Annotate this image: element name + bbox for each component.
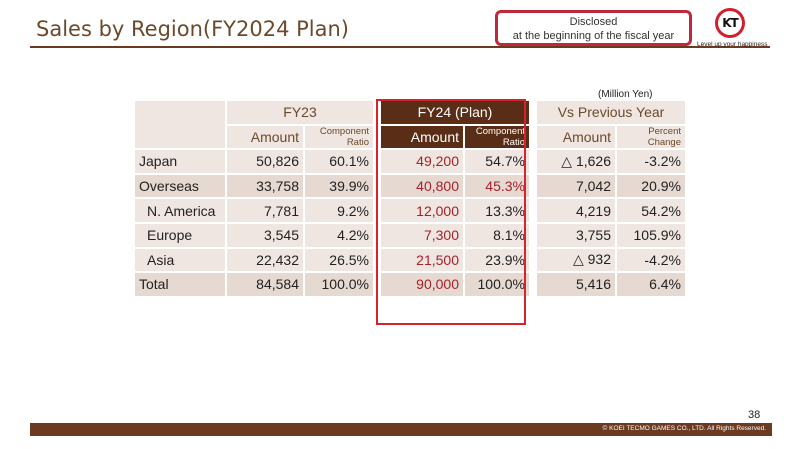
- column-gap: [531, 174, 537, 200]
- fy24-amount: 7,300: [381, 223, 465, 249]
- fy24-ratio: 100.0%: [465, 273, 531, 298]
- table-row-overseas: Overseas 33,758 39.9% 40,800 45.3% 7,042…: [135, 174, 687, 200]
- column-gap: [375, 248, 381, 274]
- fy24-amount: 49,200: [381, 150, 465, 175]
- fy23-ratio: 60.1%: [305, 150, 375, 175]
- fy23-ratio: 39.9%: [305, 174, 375, 200]
- footer-bar: [30, 423, 772, 436]
- column-gap: [375, 199, 381, 224]
- fy23-amount: 84,584: [227, 273, 305, 298]
- table-row-europe: Europe 3,545 4.2% 7,300 8.1% 3,755 105.9…: [135, 223, 687, 249]
- column-gap: [531, 273, 537, 298]
- column-gap: [375, 223, 381, 249]
- column-gap: [375, 101, 381, 151]
- vs-pct-header: Percent Change: [617, 125, 687, 151]
- logo-tagline: Level up your happiness: [697, 41, 768, 48]
- disclosed-badge: Disclosed at the beginning of the fiscal…: [495, 10, 692, 46]
- vs-amount: 5,416: [537, 273, 617, 298]
- vs-pct: -4.2%: [617, 248, 687, 274]
- table-row-japan: Japan 50,826 60.1% 49,200 54.7% △ 1,626 …: [135, 150, 687, 175]
- pct-header-line-1: Percent: [648, 125, 681, 137]
- region-header-cell: [135, 101, 227, 151]
- company-logo: KT Level up your happiness: [697, 8, 773, 50]
- column-gap: [531, 248, 537, 274]
- title-divider: [30, 46, 770, 48]
- vs-pct: 54.2%: [617, 199, 687, 224]
- slide-title: Sales by Region(FY2024 Plan): [36, 17, 349, 41]
- vs-pct: 105.9%: [617, 223, 687, 249]
- ratio-header-line-1: Component: [475, 125, 525, 137]
- fy24-ratio: 23.9%: [465, 248, 531, 274]
- vs-pct: -3.2%: [617, 150, 687, 175]
- fy24-amount: 40,800: [381, 174, 465, 200]
- vs-amount: △ 1,626: [537, 150, 617, 175]
- group-header-fy24: FY24 (Plan): [381, 101, 531, 126]
- logo-text: KT: [718, 11, 742, 35]
- page-number: 38: [748, 409, 761, 421]
- vs-amount: 3,755: [537, 223, 617, 249]
- vs-amount: 4,219: [537, 199, 617, 224]
- fy23-amount: 33,758: [227, 174, 305, 200]
- unit-label: (Million Yen): [598, 89, 653, 100]
- fy23-ratio: 4.2%: [305, 223, 375, 249]
- fy24-ratio: 45.3%: [465, 174, 531, 200]
- vs-amount: △ 932: [537, 248, 617, 274]
- pct-header-line-2: Change: [647, 136, 681, 148]
- column-gap: [375, 174, 381, 200]
- fy23-ratio: 9.2%: [305, 199, 375, 224]
- fy23-ratio: 26.5%: [305, 248, 375, 274]
- sales-by-region-table: FY23 FY24 (Plan) Vs Previous Year Amount…: [135, 101, 687, 298]
- vs-amount-header: Amount: [537, 125, 617, 151]
- table-row-total: Total 84,584 100.0% 90,000 100.0% 5,416 …: [135, 273, 687, 298]
- fy24-amount: 90,000: [381, 273, 465, 298]
- fy24-amount-header: Amount: [381, 125, 465, 151]
- fy24-ratio-header: Component Ratio: [465, 125, 531, 151]
- fy23-amount: 3,545: [227, 223, 305, 249]
- kt-logo-icon: KT: [715, 8, 745, 38]
- fy24-ratio: 54.7%: [465, 150, 531, 175]
- region-label: Europe: [135, 223, 227, 249]
- column-gap: [531, 199, 537, 224]
- column-gap: [531, 101, 537, 151]
- column-gap: [531, 150, 537, 175]
- fy24-amount: 12,000: [381, 199, 465, 224]
- copyright-text: © KOEI TECMO GAMES CO., LTD. All Rights …: [602, 425, 766, 432]
- region-label: Asia: [135, 248, 227, 274]
- vs-pct: 20.9%: [617, 174, 687, 200]
- fy24-ratio: 8.1%: [465, 223, 531, 249]
- region-label: Total: [135, 273, 227, 298]
- disclosed-line-1: Disclosed: [569, 16, 618, 28]
- fy24-ratio: 13.3%: [465, 199, 531, 224]
- fy23-amount-header: Amount: [227, 125, 305, 151]
- group-header-vs: Vs Previous Year: [537, 101, 687, 126]
- table-row-asia: Asia 22,432 26.5% 21,500 23.9% △ 932 -4.…: [135, 248, 687, 274]
- fy23-amount: 50,826: [227, 150, 305, 175]
- disclosed-line-2: at the beginning of the fiscal year: [512, 30, 675, 42]
- column-gap: [531, 223, 537, 249]
- fy24-amount: 21,500: [381, 248, 465, 274]
- ratio-header-line-2: Ratio: [502, 136, 525, 148]
- region-label: Overseas: [135, 174, 227, 200]
- column-gap: [375, 273, 381, 298]
- vs-pct: 6.4%: [617, 273, 687, 298]
- ratio-header-line-2: Ratio: [346, 136, 369, 148]
- table-row-n-america: N. America 7,781 9.2% 12,000 13.3% 4,219…: [135, 199, 687, 224]
- fy23-amount: 22,432: [227, 248, 305, 274]
- region-label: Japan: [135, 150, 227, 175]
- region-label: N. America: [135, 199, 227, 224]
- group-header-fy23: FY23: [227, 101, 375, 126]
- sub-header-row: Amount Component Ratio Amount Component …: [135, 125, 687, 151]
- vs-amount: 7,042: [537, 174, 617, 200]
- group-header-row: FY23 FY24 (Plan) Vs Previous Year: [135, 101, 687, 151]
- fy23-ratio: 100.0%: [305, 273, 375, 298]
- fy23-ratio-header: Component Ratio: [305, 125, 375, 151]
- column-gap: [375, 150, 381, 175]
- fy23-amount: 7,781: [227, 199, 305, 224]
- ratio-header-line-1: Component: [319, 125, 369, 137]
